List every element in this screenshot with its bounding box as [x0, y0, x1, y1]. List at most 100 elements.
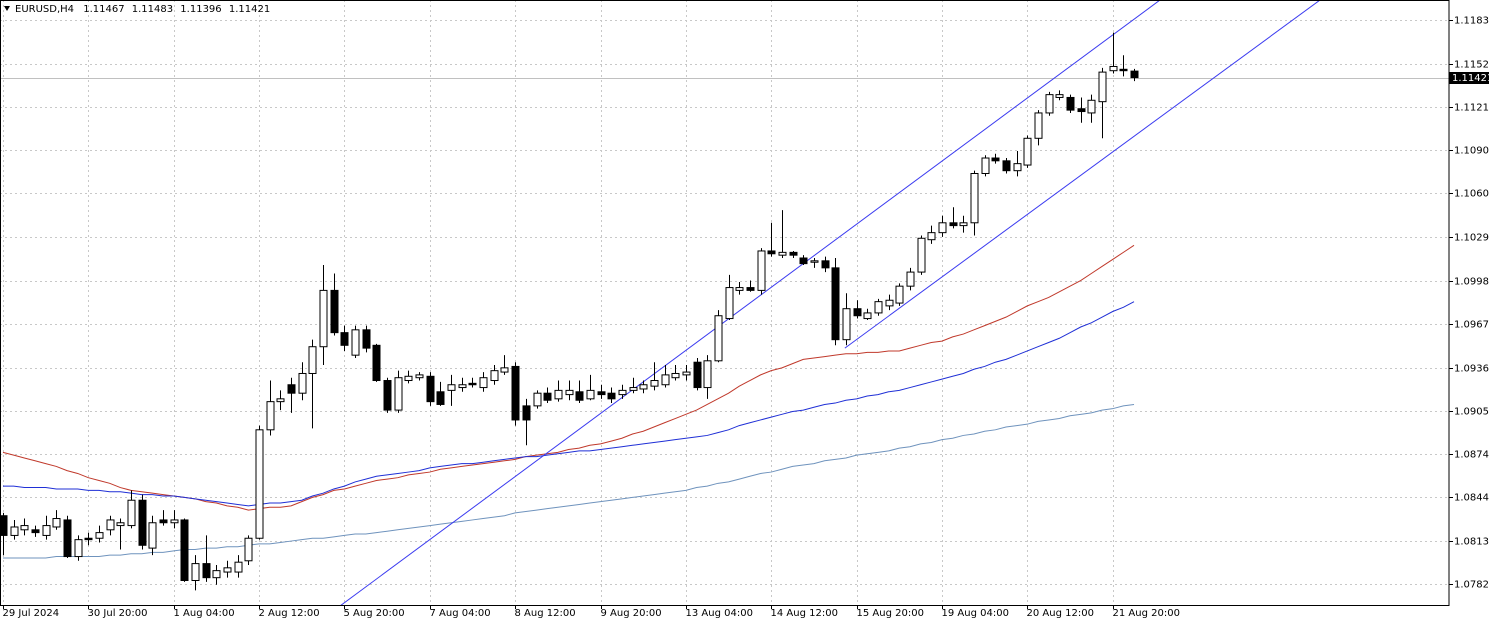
y-tick-label: 1.07825 [1454, 580, 1489, 591]
candle-body [863, 312, 872, 320]
candle-body [778, 251, 787, 256]
header-open: 1.11467 [83, 4, 124, 15]
candle-body [981, 157, 990, 175]
x-tick-label: 1 Aug 04:00 [174, 608, 235, 619]
candle-body [223, 567, 232, 573]
candle-body [31, 529, 40, 534]
candle-body [266, 401, 275, 431]
candle-body [639, 384, 648, 390]
candle-body [362, 329, 371, 349]
candle-body [415, 374, 424, 379]
candle-body [468, 382, 477, 386]
x-tick-label: 9 Aug 20:00 [601, 608, 662, 619]
candle-body [276, 398, 285, 403]
candle-body [447, 384, 456, 391]
candle-body [255, 429, 264, 539]
candle-body [127, 499, 136, 527]
candle-body [148, 522, 157, 549]
candle-body [479, 377, 488, 389]
candle-body [959, 222, 968, 227]
candle-body [1023, 137, 1032, 166]
trendline [844, 0, 1321, 349]
candle-body [1109, 65, 1118, 72]
candle-body [458, 384, 467, 389]
candle-body [212, 570, 221, 579]
candle-body [575, 391, 584, 401]
header-triangle [4, 6, 10, 11]
candle-body [725, 287, 734, 320]
y-tick-label: 1.11520 [1454, 60, 1489, 71]
y-tick-label: 1.11830 [1454, 16, 1489, 27]
candle-body [799, 257, 808, 265]
y-tick-label: 1.08745 [1454, 450, 1489, 461]
candle-body [927, 232, 936, 241]
header-close: 1.11421 [229, 4, 270, 15]
candle-body [661, 374, 670, 386]
price-tag-label: 1.11421 [1452, 73, 1489, 84]
y-tick-label: 1.11215 [1454, 103, 1489, 114]
candle-body [287, 384, 296, 394]
x-tick-label: 20 Aug 12:00 [1027, 608, 1094, 619]
moving-average [3, 301, 1135, 507]
candle-body [853, 308, 862, 317]
candle-body [63, 519, 72, 558]
candle-body [1002, 160, 1011, 172]
header-text: EURUSD,H4 1.11467 1.11483 1.11396 1.1142… [15, 4, 270, 15]
y-tick-label: 1.10600 [1454, 189, 1489, 200]
candle-body [757, 250, 766, 291]
axes: 1.11830 1.11520 1.11215 1.10905 1.10600 1.102… [3, 16, 1489, 619]
x-tick-label: 2 Aug 12:00 [259, 608, 320, 619]
candle-body [714, 315, 723, 362]
plot-area [0, 0, 1449, 605]
candle-body [895, 285, 904, 304]
y-tick-label: 1.09360 [1454, 364, 1489, 375]
candle-body [1087, 99, 1096, 114]
candle-body [1034, 112, 1043, 139]
x-tick-label: 21 Aug 20:00 [1113, 608, 1180, 619]
candle-body [106, 519, 115, 531]
candle-body [383, 380, 392, 411]
candle-body [234, 561, 243, 573]
candle-body [831, 267, 840, 341]
candle-body [436, 391, 445, 405]
candle-body [170, 519, 179, 524]
candle-body [351, 329, 360, 356]
candle-body [20, 525, 29, 531]
header-high: 1.11483 [132, 4, 173, 15]
candle-body [1119, 68, 1128, 72]
candle-body [970, 173, 979, 224]
candle-body [810, 260, 819, 263]
x-tick-label: 29 Jul 2024 [3, 608, 60, 619]
x-tick-label: 13 Aug 04:00 [686, 608, 753, 619]
candle-body [191, 563, 200, 581]
symbol-header: EURUSD,H4 1.11467 1.11483 1.11396 1.1142… [4, 4, 270, 15]
candle-body [1055, 94, 1064, 98]
candle-body [298, 372, 307, 394]
candle-body [404, 375, 413, 382]
candle-body [906, 271, 915, 287]
price-tag [1449, 72, 1489, 84]
candle-body [607, 392, 616, 400]
candle-body [543, 392, 552, 401]
candle-body [938, 222, 947, 234]
candle-body [330, 289, 339, 334]
candle-body [244, 537, 253, 562]
candle-body [138, 499, 147, 546]
candle-body [1045, 94, 1054, 114]
candle-body [95, 532, 104, 539]
trendline [340, 0, 1161, 605]
candle-body [682, 371, 691, 376]
candle-body [202, 563, 211, 579]
candle-body [522, 405, 531, 421]
candle-body [1066, 96, 1075, 111]
candle-body [789, 251, 798, 256]
x-tick-label: 19 Aug 04:00 [942, 608, 1009, 619]
header-low: 1.11396 [180, 4, 221, 15]
candle-body [597, 391, 606, 396]
plot-border [0, 0, 1450, 606]
candle-body [671, 372, 680, 379]
y-tick-label: 1.09980 [1454, 277, 1489, 288]
candle-body [0, 515, 8, 536]
